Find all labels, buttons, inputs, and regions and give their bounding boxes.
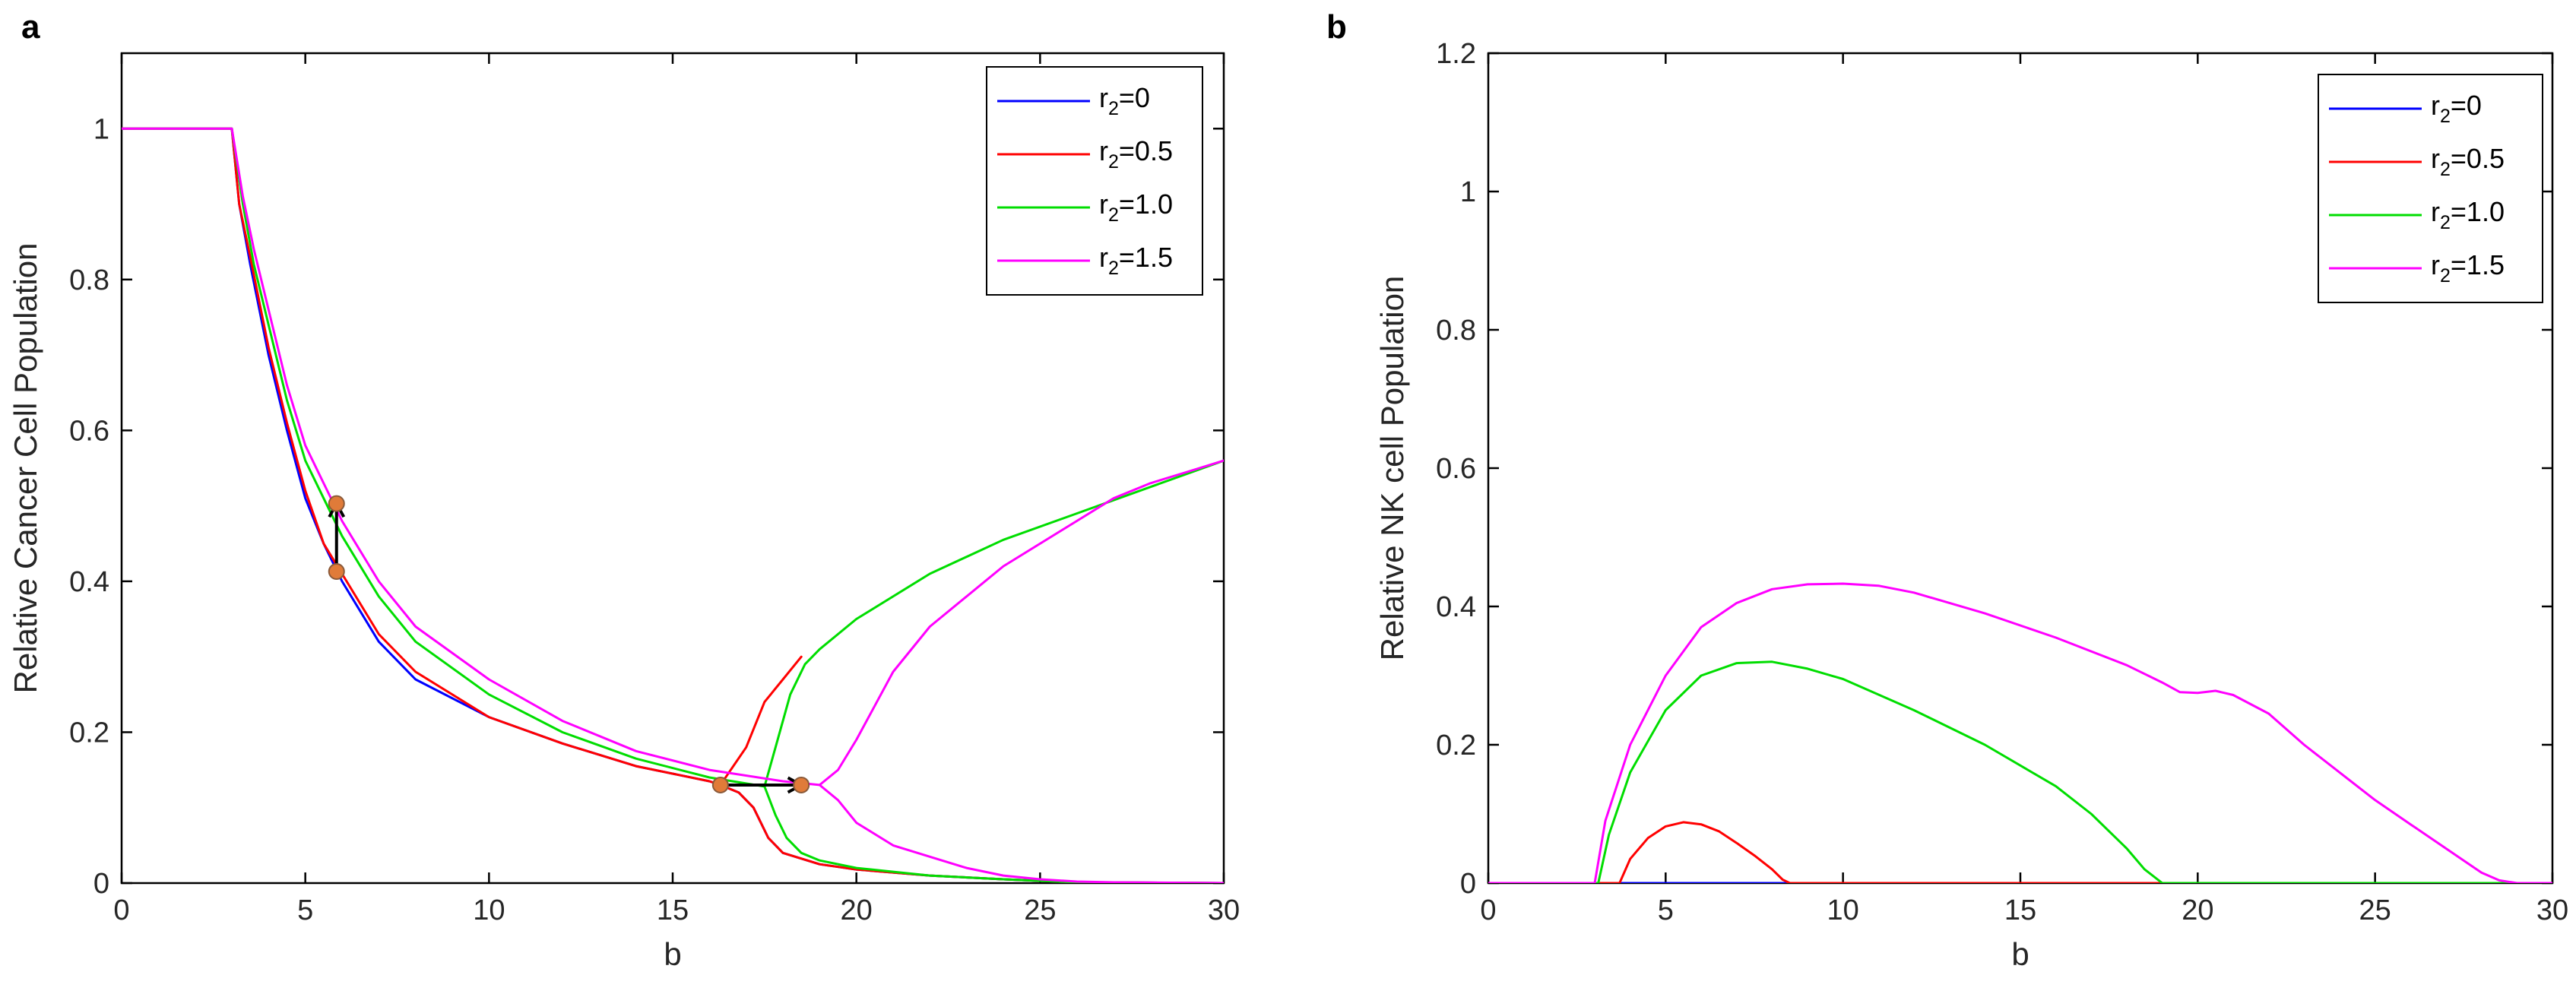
- panel-a-x-tick-label: 30: [1208, 894, 1240, 926]
- panel-a-marker-point: [328, 495, 345, 512]
- panel-b-x-tick-label: 20: [2182, 894, 2213, 926]
- panel-a-series-3-line: [122, 127, 821, 787]
- panel-b-x-axis-label: b: [2011, 936, 2029, 972]
- panel-b-y-tick-label: 0: [1460, 868, 1476, 900]
- panel-a-y-tick-label: 0.2: [69, 717, 109, 749]
- panel-a-label: a: [21, 8, 40, 46]
- panel-a-x-tick-label: 25: [1024, 894, 1056, 926]
- panel-b-x-tick-label: 30: [2536, 894, 2568, 926]
- panel-a-x-tick-label: 5: [297, 894, 313, 926]
- panel-a-plot-area: 0 5 10 15 20 25 30 0 0.2 0.4 0.6 0.8 1 r2=0 r2=0.5 r2=1…: [69, 52, 1240, 926]
- panel-b-label: b: [1326, 8, 1347, 46]
- panel-b-legend: r2=0 r2=0.5 r2=1.0 r2=1.5: [2318, 74, 2543, 303]
- panel-a-series-1-line: [719, 655, 803, 787]
- panel-a-series-group: [122, 127, 1224, 883]
- panel-b-y-tick-label: 0.4: [1436, 591, 1476, 623]
- panel-a-y-axis-label: Relative Cancer Cell Population: [8, 243, 43, 694]
- panel-b-y-tick-label: 0.6: [1436, 453, 1476, 485]
- panel-a-marker-point: [711, 776, 729, 793]
- panel-a-y-tick-label: 0.6: [69, 415, 109, 447]
- panel-a-series-3-line: [818, 459, 1224, 787]
- panel-a-legend-entry: r2=1.5: [1099, 242, 1173, 279]
- panel-b-legend-box: [2318, 74, 2543, 303]
- panel-a-x-tick-label: 20: [841, 894, 873, 926]
- panel-a-x-tick-label: 0: [113, 894, 129, 926]
- panel-b-y-tick-label: 0.2: [1436, 730, 1476, 761]
- panel-a-y-tick-label: 1: [93, 113, 109, 145]
- panel-b-y-axis-label: Relative NK cell Population: [1374, 276, 1410, 661]
- panel-b-y-tick-label: 1.2: [1436, 38, 1476, 70]
- panel-a-y-tick-label: 0.4: [69, 566, 109, 598]
- panel-b-series-group: [1488, 582, 2552, 883]
- panel-b-y-tick-label: 0.8: [1436, 315, 1476, 347]
- panel-b-x-tick-label: 10: [1827, 894, 1859, 926]
- panel-a-series-2-line: [122, 127, 766, 788]
- panel-a-legend: r2=0 r2=0.5 r2=1.0 r2=1.5: [986, 66, 1203, 296]
- panel-a-series-2-line: [763, 785, 1224, 883]
- panel-a: a 0 5 10 15 20 25 3000.20.40.60.81r2=0r2=0.5r2…: [8, 8, 1240, 972]
- panel-a-series-3-line: [818, 784, 1224, 883]
- panel-a-x-axis-label: b: [664, 936, 681, 972]
- panel-a-legend-entry: r2=0: [1099, 82, 1150, 119]
- panel-b: b 0 5 10 15 20 25 30 0 0.2 0.4 0.6 0.8 1 1.2 r2=0 r2=0.…: [1326, 8, 2568, 972]
- panel-a-legend-box: [986, 66, 1203, 296]
- panel-b-x-tick-label: 25: [2359, 894, 2391, 926]
- panel-a-legend-entry: r2=1.0: [1099, 188, 1173, 226]
- panel-a-marker-point: [793, 776, 810, 793]
- panel-a-series-1-line: [122, 127, 722, 787]
- panel-a-legend-entry: r2=0.5: [1099, 135, 1173, 173]
- panel-a-y-tick-label: 0: [93, 868, 109, 900]
- panel-b-series-3-line: [1488, 582, 2552, 883]
- panel-a-y-tick-label: 0.8: [69, 264, 109, 296]
- panel-b-x-tick-label: 15: [2004, 894, 2036, 926]
- panel-a-x-tick-label: 10: [473, 894, 505, 926]
- panel-a-x-tick-label: 15: [657, 894, 689, 926]
- panel-b-x-tick-label: 5: [1658, 894, 1674, 926]
- panel-b-plot-area: 0 5 10 15 20 25 3000.20.40.60.811.2r2=0r2=0.5r…: [1436, 38, 2568, 926]
- panel-b-legend-entry: r2=1.5: [2431, 249, 2505, 287]
- panel-b-legend-entry: r2=1.0: [2431, 196, 2505, 233]
- panel-b-y-tick-label: 1: [1460, 176, 1476, 208]
- panel-b-x-tick-label: 0: [1480, 894, 1496, 926]
- panel-a-marker-point: [328, 563, 345, 581]
- panel-b-legend-entry: r2=0.5: [2431, 143, 2505, 180]
- panel-b-legend-entry: r2=0: [2431, 90, 2482, 127]
- panel-b-series-2-line: [1488, 660, 2552, 883]
- panel-b-series-1-line: [1488, 821, 2552, 883]
